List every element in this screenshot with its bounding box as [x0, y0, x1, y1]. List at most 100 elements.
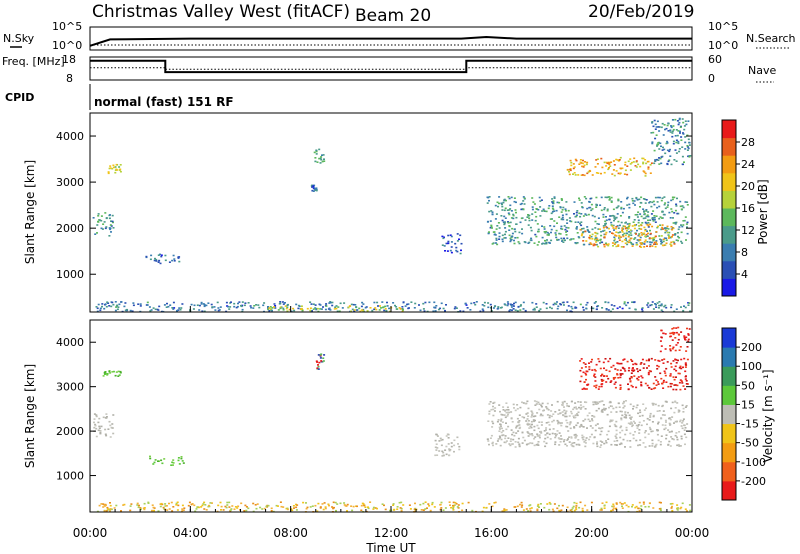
power-cell — [608, 167, 610, 169]
velocity-cell — [568, 415, 571, 417]
power-cell — [673, 212, 676, 214]
power-cell — [655, 304, 657, 306]
nsky-tick-bottom: 10^0 — [52, 39, 82, 52]
power-cell — [628, 234, 631, 236]
power-cell — [108, 235, 111, 237]
velocity-cell — [560, 509, 563, 511]
velocity-cell — [684, 427, 687, 429]
power-region-8 — [566, 156, 657, 177]
velocity-cell — [175, 504, 178, 506]
velocity-cell — [383, 504, 385, 507]
velocity-cell — [671, 401, 674, 404]
velocity-cell — [570, 400, 573, 403]
velocity-cell — [556, 419, 559, 422]
velocity-cell — [563, 439, 566, 441]
power-cell — [553, 197, 556, 199]
power-cell — [639, 242, 642, 244]
power-cell — [561, 239, 564, 241]
velocity-cell — [585, 388, 588, 390]
velocity-cbar-label-tick: -15 — [741, 418, 759, 431]
power-cell — [658, 148, 661, 150]
velocity-cell — [677, 338, 680, 341]
power-cell — [644, 229, 647, 232]
velocity-cell — [584, 442, 587, 444]
power-cell — [192, 308, 195, 310]
power-cell — [619, 167, 622, 170]
power-cell — [623, 239, 626, 241]
power-cell — [636, 243, 639, 246]
power-cell — [111, 167, 114, 170]
power-cell — [546, 231, 549, 234]
power-cell — [612, 232, 615, 235]
velocity-cell — [687, 338, 690, 341]
velocity-cell — [676, 402, 679, 404]
power-cell — [501, 234, 504, 237]
velocity-cell — [537, 503, 540, 506]
power-cell — [582, 231, 585, 233]
velocity-cell — [109, 372, 112, 374]
power-cell — [355, 309, 358, 311]
velocity-cell — [530, 426, 533, 429]
power-cell — [459, 234, 462, 237]
power-cell — [105, 217, 108, 219]
power-cell — [644, 202, 647, 204]
power-cell — [439, 307, 441, 310]
velocity-cell — [595, 401, 598, 404]
power-cell — [635, 242, 638, 244]
power-cell — [237, 302, 239, 305]
power-cell — [297, 307, 300, 310]
power-cell — [658, 163, 661, 165]
power-cell — [653, 236, 656, 239]
power-cell — [524, 219, 527, 221]
velocity-cell — [575, 443, 578, 446]
velocity-cell — [435, 449, 438, 451]
power-cell — [651, 218, 654, 221]
power-cell — [687, 155, 690, 158]
power-cell — [521, 228, 523, 230]
power-cell — [359, 310, 362, 313]
power-cell — [589, 234, 591, 237]
velocity-cell — [181, 508, 184, 510]
velocity-cell — [497, 419, 500, 421]
power-cell — [453, 307, 456, 310]
velocity-cell — [581, 388, 584, 390]
velocity-cell — [624, 370, 627, 372]
power-cell — [651, 237, 654, 239]
velocity-cell — [685, 405, 688, 407]
velocity-cell — [619, 369, 622, 372]
velocity-cell — [579, 404, 582, 406]
power-cell — [627, 241, 630, 244]
velocity-cell — [564, 412, 567, 415]
power-cell — [657, 225, 659, 228]
velocity-cell — [226, 501, 229, 504]
power-cell — [596, 163, 599, 165]
power-cell — [279, 306, 282, 309]
power-cell — [515, 201, 517, 204]
velocity-cell — [321, 503, 324, 505]
power-cell — [663, 148, 666, 151]
velocity-cell — [533, 444, 536, 447]
velocity-cell — [491, 420, 494, 423]
power-cell — [607, 244, 610, 247]
power-cell — [673, 196, 676, 199]
power-cell — [115, 305, 118, 307]
velocity-cell — [688, 328, 691, 330]
power-cell — [624, 242, 627, 245]
velocity-cell — [620, 442, 623, 445]
velocity-cell — [687, 333, 690, 335]
power-cell — [576, 210, 579, 212]
power-cell — [551, 210, 554, 213]
power-cell — [579, 215, 582, 218]
power-cell — [610, 224, 613, 226]
velocity-cell — [584, 504, 587, 507]
power-cell — [637, 163, 640, 166]
power-cell — [674, 118, 677, 121]
power-cell — [601, 241, 604, 244]
velocity-cell — [669, 385, 672, 388]
velocity-cell — [434, 446, 437, 449]
velocity-cell — [584, 366, 587, 368]
power-cell — [511, 227, 514, 230]
power-cell — [198, 304, 201, 307]
power-region-4 — [310, 184, 318, 192]
